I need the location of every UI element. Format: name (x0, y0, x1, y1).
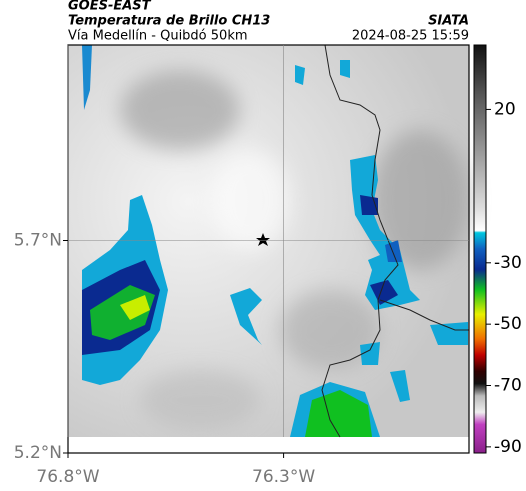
x-tick-label: 76.8°W (36, 467, 99, 487)
timestamp: 2024-08-25 15:59 (352, 29, 469, 44)
colorbar-tick-label: 20 (494, 99, 516, 119)
source: GOES-EAST (68, 0, 152, 14)
x-tick-label: 76.3°W (252, 467, 315, 487)
imagery (68, 45, 470, 453)
y-tick-label: 5.2°N (14, 443, 62, 463)
borders (321, 44, 469, 438)
product: Temperatura de Brillo CH13 (68, 14, 270, 29)
y-tick-label: 5.7°N (14, 231, 62, 251)
brand: SIATA (428, 14, 469, 29)
colorbar-tick-label: -30 (494, 253, 522, 273)
colorbar-tick-label: -50 (494, 314, 522, 334)
colorbar-tick-label: -70 (494, 376, 522, 396)
colorbar (473, 44, 487, 454)
colorbar-tick-label: -90 (494, 437, 522, 457)
location-star (256, 233, 270, 246)
route: Vía Medellín - Quibdó 50km (68, 29, 248, 44)
